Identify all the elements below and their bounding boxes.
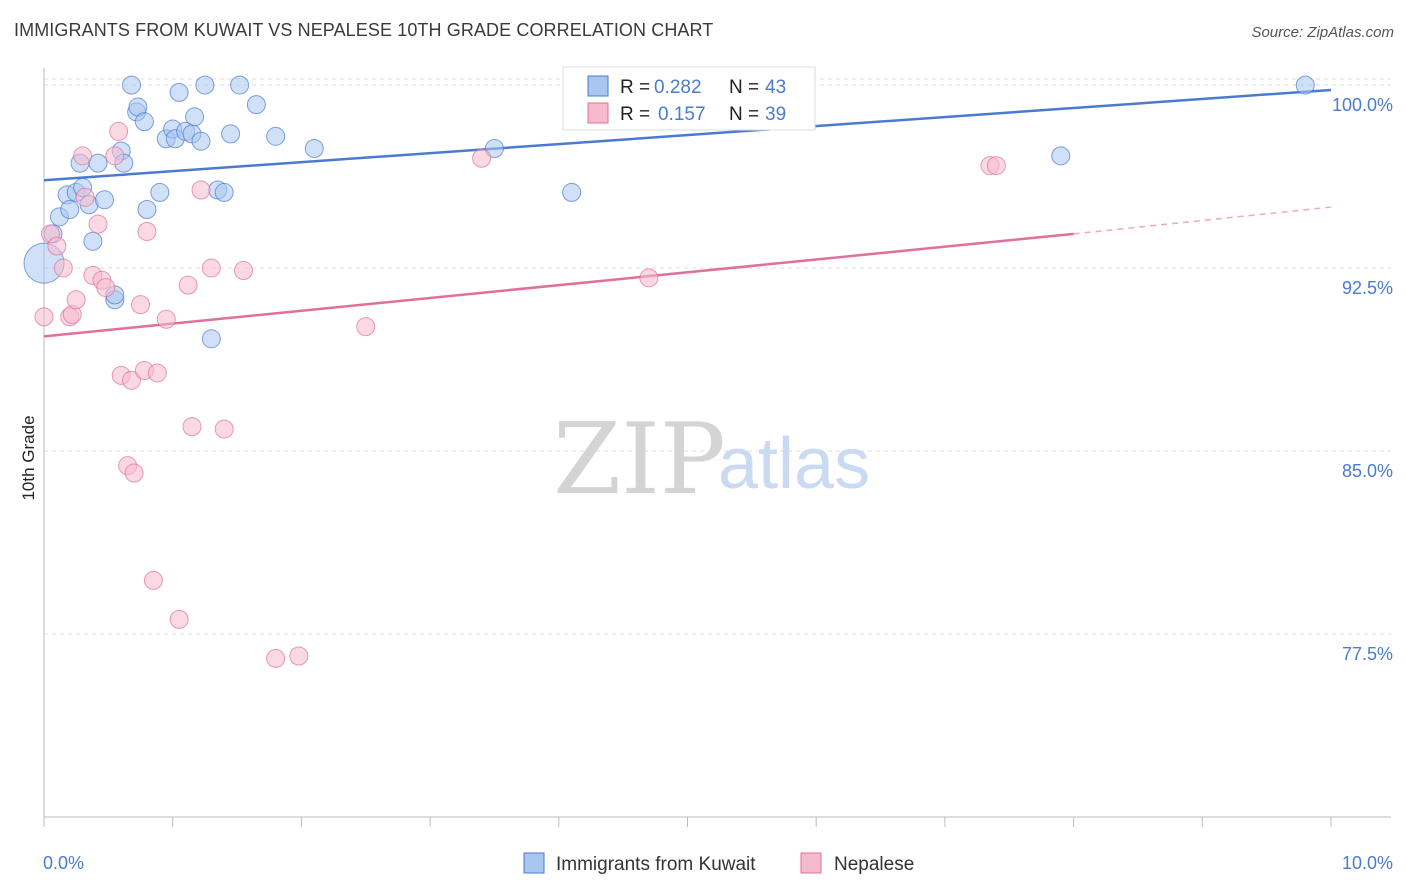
kuwait-point-39 <box>484 139 504 159</box>
nepalese-point-10 <box>88 214 108 234</box>
kuwait-point-21 <box>150 182 170 202</box>
bottom-legend-swatch-kuwait <box>523 852 545 874</box>
legend-n-value-1: 39 <box>765 104 786 125</box>
nepalese-point-36 <box>639 268 659 288</box>
nepalese-point-31 <box>233 260 253 280</box>
kuwait-point-25 <box>169 82 189 102</box>
nepalese-point-14 <box>109 121 129 141</box>
kuwait-point-35 <box>230 75 250 95</box>
trend-lines <box>43 88 1332 338</box>
x-tick-label-1: 10.0% <box>1342 853 1393 873</box>
x-tick-labels: 0.0% 10.0% <box>43 853 1393 873</box>
y-axis-label: 10th Grade <box>19 415 38 500</box>
nepalese-point-35 <box>472 148 492 168</box>
chart-title: IMMIGRANTS FROM KUWAIT VS NEPALESE 10TH … <box>14 20 714 40</box>
kuwait-point-30 <box>195 75 215 95</box>
kuwait-point-42 <box>1295 75 1315 95</box>
nepalese-trend-line <box>43 232 1074 338</box>
y-tick-label-2: 85.0% <box>1342 461 1393 481</box>
watermark-zip: ZIP <box>553 403 726 517</box>
nepalese-point-6 <box>66 290 86 310</box>
nepalese-point-0 <box>34 307 54 327</box>
legend-r-value-1: 0.157 <box>658 104 706 125</box>
nepalese-point-3 <box>53 258 73 278</box>
nepalese-point-2 <box>47 236 67 256</box>
legend-n-label-0: N = <box>729 77 759 98</box>
kuwait-point-29 <box>191 131 211 151</box>
kuwait-point-10 <box>88 153 108 173</box>
kuwait-point-16 <box>122 75 142 95</box>
kuwait-point-11 <box>94 190 114 210</box>
legend-r-label-1: R = <box>620 104 650 125</box>
axes <box>43 68 1391 827</box>
nepalese-point-13 <box>105 146 125 166</box>
kuwait-point-31 <box>201 329 221 349</box>
legend-swatch-kuwait <box>587 75 609 97</box>
nepalese-point-21 <box>137 221 157 241</box>
watermark: ZIP atlas <box>553 403 870 517</box>
nepalese-point-19 <box>131 295 151 315</box>
stats-legend: R = 0.282 N = 43 R = 0.157 N = 39 <box>562 66 816 131</box>
nepalese-point-26 <box>178 275 198 295</box>
series-legend: Immigrants from Kuwait Nepalese <box>523 852 914 875</box>
kuwait-point-40 <box>562 182 582 202</box>
kuwait-point-28 <box>185 107 205 127</box>
y-tick-labels: 100.0% 92.5% 85.0% 77.5% <box>1332 95 1393 664</box>
data-points <box>23 75 1315 668</box>
nepalese-point-12 <box>96 278 116 298</box>
source-label: Source: ZipAtlas.com <box>1251 24 1394 41</box>
nepalese-point-30 <box>214 419 234 439</box>
kuwait-point-38 <box>304 139 324 159</box>
nepalese-point-29 <box>201 258 221 278</box>
legend-n-label-1: N = <box>729 104 759 125</box>
kuwait-point-33 <box>214 182 234 202</box>
nepalese-point-8 <box>75 187 95 207</box>
grid-lines <box>44 78 1391 635</box>
legend-swatch-nepalese <box>587 102 609 124</box>
nepalese-point-33 <box>289 646 309 666</box>
nepalese-point-23 <box>147 363 167 383</box>
nepalese-point-28 <box>191 180 211 200</box>
nepalese-point-25 <box>169 609 189 629</box>
kuwait-point-4 <box>60 200 80 220</box>
x-tick-label-0: 0.0% <box>43 853 84 873</box>
bottom-legend-label-kuwait: Immigrants from Kuwait <box>556 854 756 875</box>
nepalese-point-18 <box>124 463 144 483</box>
nepalese-point-32 <box>266 648 286 668</box>
kuwait-point-37 <box>266 126 286 146</box>
nepalese-point-38 <box>986 156 1006 176</box>
nepalese-point-24 <box>156 309 176 329</box>
bottom-legend-swatch-nepalese <box>800 852 822 874</box>
legend-r-value-0: 0.282 <box>654 77 702 98</box>
nepalese-trend-extension <box>1073 206 1332 235</box>
y-tick-label-1: 92.5% <box>1342 278 1393 298</box>
legend-n-value-0: 43 <box>765 77 786 98</box>
kuwait-point-9 <box>83 231 103 251</box>
y-tick-label-0: 100.0% <box>1332 95 1393 115</box>
nepalese-point-7 <box>73 146 93 166</box>
legend-r-label-0: R = <box>620 77 650 98</box>
nepalese-point-34 <box>356 317 376 337</box>
kuwait-trend-line <box>43 88 1332 182</box>
kuwait-point-41 <box>1051 146 1071 166</box>
kuwait-point-36 <box>246 95 266 115</box>
bottom-legend-label-nepalese: Nepalese <box>834 854 914 875</box>
y-tick-label-3: 77.5% <box>1342 644 1393 664</box>
nepalese-point-17 <box>122 370 142 390</box>
nepalese-point-22 <box>143 570 163 590</box>
kuwait-point-19 <box>134 112 154 132</box>
kuwait-point-20 <box>137 200 157 220</box>
kuwait-point-34 <box>221 124 241 144</box>
watermark-atlas: atlas <box>718 424 870 504</box>
nepalese-point-27 <box>182 417 202 437</box>
